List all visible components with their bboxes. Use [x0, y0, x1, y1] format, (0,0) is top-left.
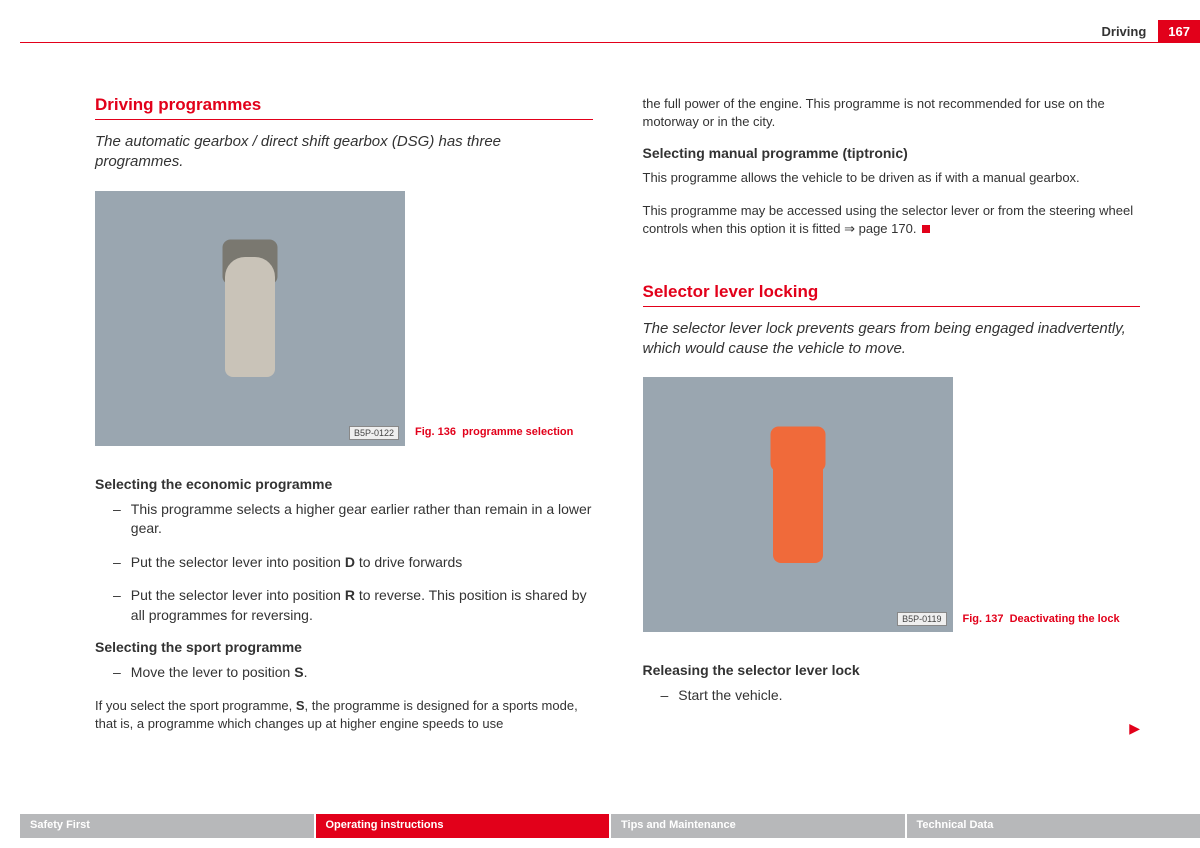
- figure-caption: Fig. 136 programme selection: [415, 425, 573, 445]
- bullet-text: Put the selector lever into position D t…: [131, 553, 463, 573]
- figure-tag: B5P-0119: [897, 612, 946, 626]
- tab-tips-maintenance[interactable]: Tips and Maintenance: [611, 814, 905, 838]
- subheading-sport: Selecting the sport programme: [95, 639, 593, 655]
- bullet-dash: –: [113, 586, 121, 625]
- bullet-item: – Put the selector lever into position D…: [95, 553, 593, 573]
- body-paragraph: This programme may be accessed using the…: [643, 202, 1141, 238]
- section-title-selector-lock: Selector lever locking: [643, 282, 1141, 307]
- bullet-text: Put the selector lever into position R t…: [131, 586, 593, 625]
- subheading-economic: Selecting the economic programme: [95, 476, 593, 492]
- figure-137: B5P-0119 Fig. 137 Deactivating the lock: [643, 377, 1141, 632]
- figure-image: B5P-0122: [95, 191, 405, 446]
- figure-number: Fig. 136: [415, 426, 456, 438]
- figure-image: B5P-0119: [643, 377, 953, 632]
- gear-knob: [225, 257, 275, 377]
- end-mark-icon: [922, 225, 930, 233]
- bullet-item: – Put the selector lever into position R…: [95, 586, 593, 625]
- tab-operating-instructions[interactable]: Operating instructions: [316, 814, 610, 838]
- header-section: Driving: [1102, 24, 1147, 39]
- body-paragraph: This programme allows the vehicle to be …: [643, 169, 1141, 187]
- body-paragraph: If you select the sport programme, S, th…: [95, 697, 593, 733]
- continue-arrow-icon: ▶: [1129, 720, 1140, 737]
- bullet-text: Start the vehicle.: [678, 686, 782, 706]
- body-paragraph: the full power of the engine. This progr…: [643, 95, 1141, 131]
- bullet-item: – This programme selects a higher gear e…: [95, 500, 593, 539]
- tab-technical-data[interactable]: Technical Data: [907, 814, 1200, 838]
- bullet-text: This programme selects a higher gear ear…: [131, 500, 593, 539]
- figure-caption-text: programme selection: [462, 426, 573, 438]
- bullet-item: – Start the vehicle.: [643, 686, 1141, 706]
- content-area: Driving programmes The automatic gearbox…: [95, 95, 1140, 747]
- figure-136: B5P-0122 Fig. 136 programme selection: [95, 191, 593, 446]
- section-intro: The selector lever lock prevents gears f…: [643, 319, 1141, 360]
- figure-tag: B5P-0122: [349, 426, 399, 440]
- bullet-dash: –: [113, 500, 121, 539]
- page-number: 167: [1158, 20, 1200, 43]
- header-rule: [20, 42, 1200, 43]
- section-title-driving-programmes: Driving programmes: [95, 95, 593, 120]
- right-column: the full power of the engine. This progr…: [643, 95, 1141, 747]
- subheading-releasing: Releasing the selector lever lock: [643, 662, 1141, 678]
- gear-knob-highlighted: [773, 443, 823, 563]
- section-intro: The automatic gearbox / direct shift gea…: [95, 132, 593, 173]
- page-reference: ⇒ page 170.: [844, 221, 916, 236]
- subheading-tiptronic: Selecting manual programme (tiptronic): [643, 145, 1141, 161]
- bullet-dash: –: [113, 663, 121, 683]
- bullet-text: Move the lever to position S.: [131, 663, 308, 683]
- bullet-dash: –: [113, 553, 121, 573]
- figure-caption: Fig. 137 Deactivating the lock: [963, 612, 1120, 632]
- figure-number: Fig. 137: [963, 613, 1004, 625]
- page-header: Driving 167: [1102, 20, 1200, 43]
- figure-caption-text: Deactivating the lock: [1010, 613, 1120, 625]
- footer-tabs: Safety First Operating instructions Tips…: [20, 814, 1200, 838]
- left-column: Driving programmes The automatic gearbox…: [95, 95, 593, 747]
- bullet-dash: –: [661, 686, 669, 706]
- tab-safety-first[interactable]: Safety First: [20, 814, 314, 838]
- bullet-item: – Move the lever to position S.: [95, 663, 593, 683]
